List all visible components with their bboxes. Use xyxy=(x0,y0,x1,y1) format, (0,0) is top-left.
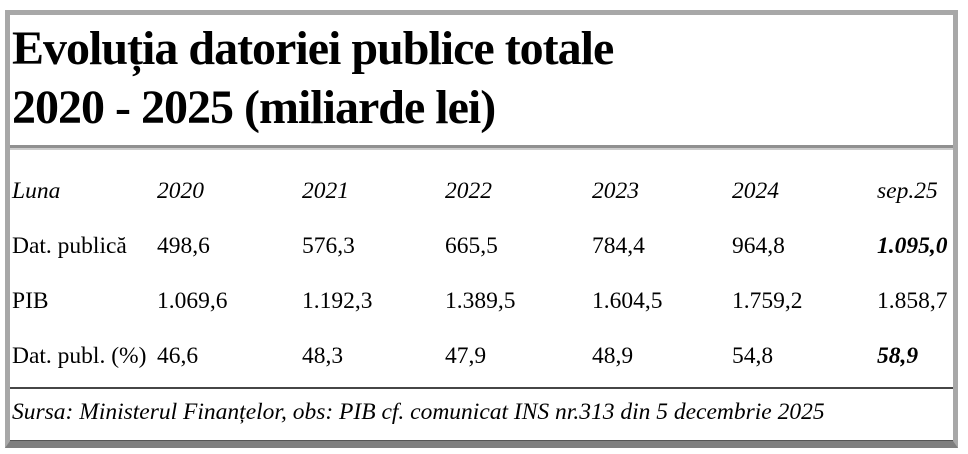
cell-value: 48,3 xyxy=(302,343,344,369)
cell-value-emphasized: 1.095,0 xyxy=(877,233,948,259)
cell-value: 1.069,6 xyxy=(157,288,228,314)
table-graphic-frame: Evoluția datoriei publice totale 2020 - … xyxy=(5,10,958,448)
data-table: Luna 2020 2021 2022 2023 2024 sep.25 Dat… xyxy=(10,164,953,384)
source-note: Sursa: Ministerul Finanțelor, obs: PIB c… xyxy=(12,399,825,425)
cell-value: 1.604,5 xyxy=(592,288,663,314)
cell-value: 498,6 xyxy=(157,233,210,259)
column-header-luna: Luna xyxy=(12,178,61,204)
cell-value-emphasized: 58,9 xyxy=(877,343,919,369)
title-line-1: Evoluția datoriei publice totale xyxy=(12,22,614,75)
column-header-2020: 2020 xyxy=(157,178,204,204)
cell-value: 48,9 xyxy=(592,343,634,369)
row-label-pib: PIB xyxy=(12,288,49,314)
cell-value: 784,4 xyxy=(592,233,645,259)
source-divider xyxy=(10,387,953,389)
cell-value: 47,9 xyxy=(445,343,487,369)
cell-value: 54,8 xyxy=(732,343,774,369)
row-label-datoria-publica-procent: Dat. publ. (%) xyxy=(12,343,147,369)
cell-value: 665,5 xyxy=(445,233,498,259)
column-header-2023: 2023 xyxy=(592,178,639,204)
column-header-2022: 2022 xyxy=(445,178,492,204)
row-label-datoria-publica: Dat. publică xyxy=(12,233,127,259)
cell-value: 1.192,3 xyxy=(302,288,373,314)
column-header-2021: 2021 xyxy=(302,178,349,204)
column-header-sep25: sep.25 xyxy=(877,178,938,204)
cell-value: 964,8 xyxy=(732,233,785,259)
page-title: Evoluția datoriei publice totale 2020 - … xyxy=(10,15,953,137)
title-line-2: 2020 - 2025 (miliarde lei) xyxy=(12,81,496,134)
cell-value: 1.858,7 xyxy=(877,288,948,314)
title-divider xyxy=(10,145,953,150)
cell-value: 1.759,2 xyxy=(732,288,803,314)
cell-value: 46,6 xyxy=(157,343,199,369)
cell-value: 576,3 xyxy=(302,233,355,259)
cell-value: 1.389,5 xyxy=(445,288,516,314)
column-header-2024: 2024 xyxy=(732,178,779,204)
